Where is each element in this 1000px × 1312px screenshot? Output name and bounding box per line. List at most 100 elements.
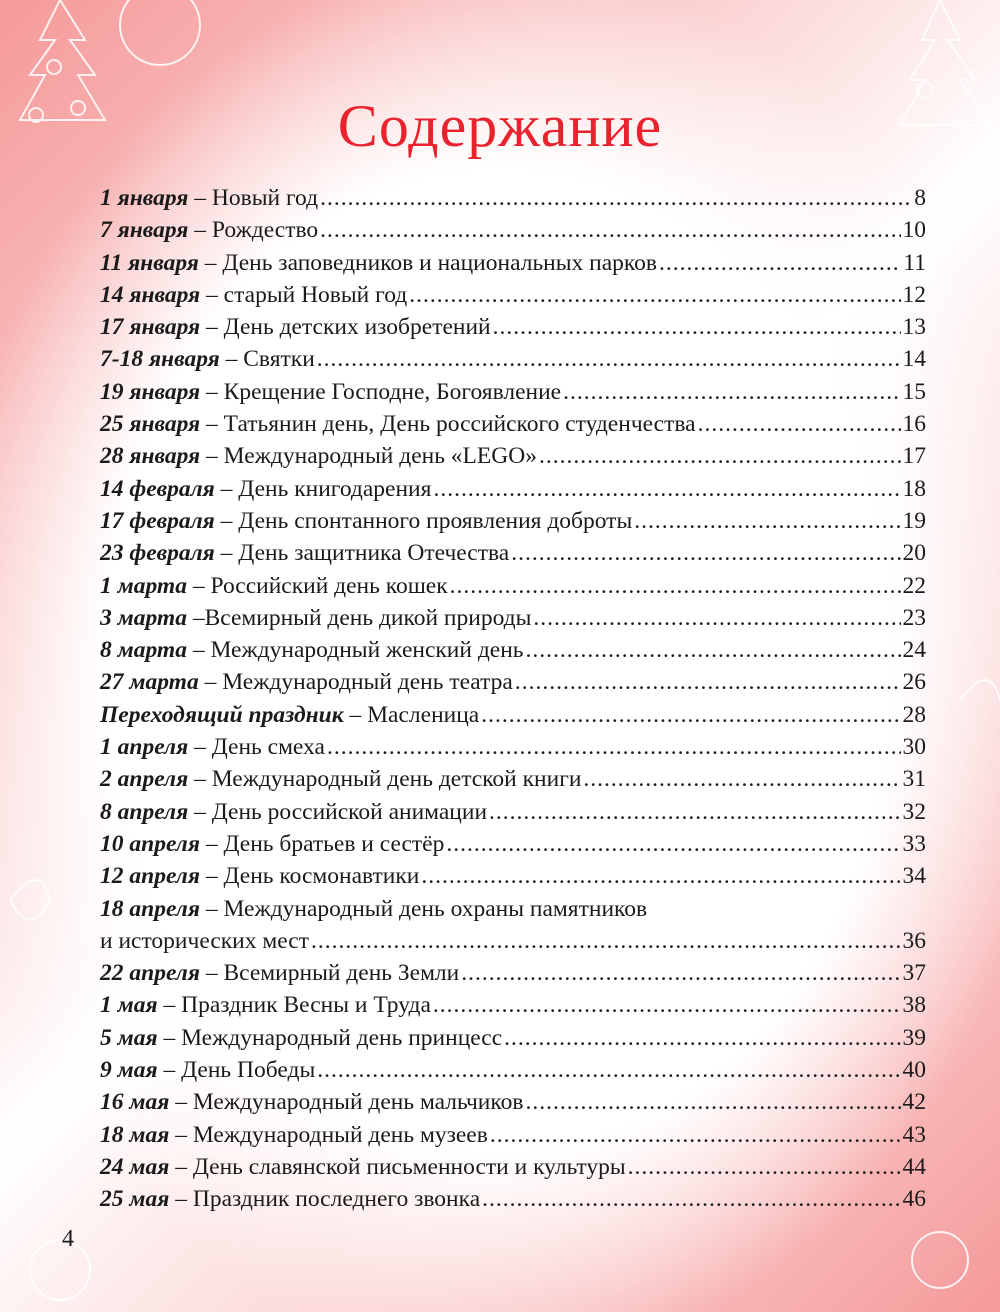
entry-page: 30 (902, 734, 927, 761)
entry-title: День заповедников и национальных парков (222, 249, 657, 276)
toc-entry[interactable]: 9 мая – День Победы 40 (100, 1057, 926, 1089)
toc-entry[interactable]: 1 января – Новый год 8 (100, 185, 926, 217)
entry-title: День космонавтики (223, 863, 420, 890)
entry-title: Российский день кошек (210, 572, 448, 599)
entry-date: 1 апреля (100, 734, 189, 761)
entry-title: Праздник Весны и Труда (181, 992, 431, 1019)
dot-leader (533, 605, 900, 632)
entry-separator: – (198, 669, 223, 696)
entry-page: 10 (902, 217, 927, 244)
entry-title-line2: и исторических мест (100, 927, 309, 954)
entry-separator: – (188, 217, 212, 244)
entry-date: 14 февраля (100, 475, 215, 502)
toc-entry[interactable]: 17 февраля – День спонтанного проявления… (100, 508, 926, 540)
entry-separator: – (200, 443, 224, 470)
entry-date: 7-18 января (100, 346, 220, 373)
toc-entry[interactable]: 27 марта – Международный день театра 26 (100, 669, 926, 701)
dot-leader (539, 443, 901, 470)
entry-page: 42 (902, 1089, 927, 1116)
entry-title: Международный день «LEGO» (223, 443, 537, 470)
entry-date: 23 февраля (100, 540, 215, 567)
dot-leader (320, 217, 900, 244)
entry-title: День детских изобретений (223, 314, 491, 341)
entry-separator: – (188, 766, 212, 793)
toc-entry-continuation[interactable]: и исторических мест 36 (100, 928, 926, 960)
toc-entry[interactable]: 24 мая – День славянской письменности и … (100, 1154, 926, 1186)
entry-separator: – (199, 830, 224, 857)
toc-entry[interactable]: 28 января – Международный день «LEGO» 17 (100, 443, 926, 475)
entry-title: Праздник последнего звонка (192, 1186, 481, 1213)
entry-page: 26 (902, 669, 927, 696)
entry-date: 24 мая (100, 1153, 170, 1180)
entry-date: 22 апреля (100, 960, 200, 987)
entry-separator: – (214, 540, 239, 567)
toc-entry[interactable]: 25 мая – Праздник последнего звонка 46 (100, 1186, 926, 1218)
entry-date: 1 марта (100, 572, 187, 599)
entry-separator: – (214, 475, 239, 502)
toc-entry[interactable]: 25 января – Татьянин день, День российск… (100, 411, 926, 443)
toc-entry[interactable]: 11 января – День заповедников и национал… (100, 250, 926, 282)
entry-separator: – (219, 346, 244, 373)
entry-date: 9 мая (100, 1057, 158, 1084)
toc-entry[interactable]: 19 января – Крещение Господне, Богоявлен… (100, 379, 926, 411)
entry-title: День Победы (181, 1057, 316, 1084)
entry-separator: – (200, 314, 224, 341)
entry-date: 18 мая (100, 1121, 170, 1148)
entry-page: 15 (902, 378, 927, 405)
entry-separator: – (200, 378, 224, 405)
dot-leader (421, 863, 900, 890)
toc-entry[interactable]: 8 марта – Международный женский день 24 (100, 637, 926, 669)
toc-entry[interactable]: 1 апреля – День смеха 30 (100, 734, 926, 766)
entry-page: 46 (902, 1186, 927, 1213)
entry-title: День славянской письменности и культуры (192, 1153, 626, 1180)
dot-leader (628, 1154, 901, 1181)
entry-title: День защитника Отечества (238, 540, 510, 567)
dot-leader (461, 960, 900, 987)
entry-page: 43 (902, 1121, 927, 1148)
toc-entry[interactable]: 5 мая – Международный день принцесс 39 (100, 1025, 926, 1057)
toc-entry[interactable]: 14 февраля – День книгодарения 18 (100, 476, 926, 508)
toc-entry[interactable]: 8 апреля – День российской анимации 32 (100, 799, 926, 831)
toc-entry[interactable]: 16 мая – Международный день мальчиков 42 (100, 1089, 926, 1121)
toc-entry[interactable]: 14 января – старый Новый год 12 (100, 282, 926, 314)
dot-leader (481, 702, 900, 729)
entry-separator: – (199, 863, 224, 890)
toc-entry[interactable]: 2 апреля – Международный день детской кн… (100, 766, 926, 798)
entry-page: 36 (902, 927, 927, 954)
entry-date: 2 апреля (100, 766, 189, 793)
toc-entry[interactable]: 1 мая – Праздник Весны и Труда 38 (100, 992, 926, 1024)
page-title: Содержание (337, 93, 663, 159)
entry-page: 11 (903, 249, 926, 276)
entry-date: 14 января (100, 281, 201, 308)
entry-page: 19 (902, 507, 927, 534)
toc-entry[interactable]: 7 января – Рождество 10 (100, 217, 926, 249)
dot-leader (493, 314, 901, 341)
entry-date: 1 января (100, 185, 189, 211)
toc-entry[interactable]: 3 марта –Всемирный день дикой природы 23 (100, 605, 926, 637)
entry-title: Международный день театра (222, 669, 513, 696)
toc-entry[interactable]: Переходящий праздник – Масленица 28 (100, 702, 926, 734)
toc-entry[interactable]: 1 марта – Российский день кошек 22 (100, 573, 926, 605)
toc-entry[interactable]: 18 мая – Международный день музеев 43 (100, 1122, 926, 1154)
toc-entry[interactable]: 18 апреля – Международный день охраны па… (100, 896, 926, 928)
toc-entry[interactable]: 7-18 января – Святки 14 (100, 346, 926, 378)
dot-leader (433, 476, 900, 503)
dot-leader (317, 1057, 900, 1084)
toc-entry[interactable]: 23 февраля – День защитника Отечества 20 (100, 540, 926, 572)
entry-title: Рождество (211, 217, 319, 244)
entry-page: 12 (902, 281, 927, 308)
dot-leader (320, 185, 912, 212)
toc-entry[interactable]: 10 апреля – День братьев и сестёр 33 (100, 831, 926, 863)
dot-leader (511, 540, 900, 567)
entry-page: 18 (902, 475, 927, 502)
entry-page: 37 (902, 960, 927, 987)
toc-entry[interactable]: 12 апреля – День космонавтики 34 (100, 863, 926, 895)
entry-date: 18 апреля (100, 895, 200, 922)
entry-page: 40 (902, 1057, 927, 1084)
toc-entry[interactable]: 22 апреля – Всемирный день Земли 37 (100, 960, 926, 992)
entry-title: День братьев и сестёр (223, 830, 445, 857)
dot-leader (311, 928, 901, 955)
entry-separator: – (199, 895, 224, 922)
entry-page: 8 (914, 185, 926, 211)
toc-entry[interactable]: 17 января – День детских изобретений 13 (100, 314, 926, 346)
